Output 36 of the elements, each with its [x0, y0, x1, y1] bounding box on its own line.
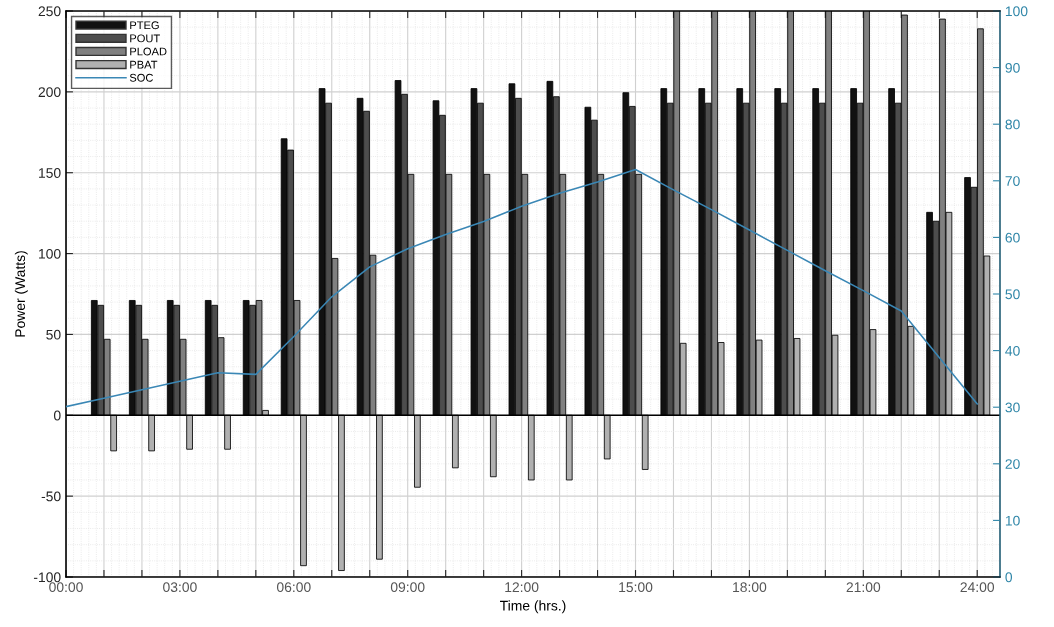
y-tick-label: 250: [38, 6, 61, 17]
x-tick-label: 00:00: [49, 582, 83, 593]
x-tick-label: 06:00: [276, 582, 311, 593]
legend-label: PTEG: [130, 21, 159, 30]
line-series: [66, 168, 978, 408]
y2-tick-label: 30: [1005, 402, 1020, 413]
y-tick-label: 150: [39, 168, 61, 178]
y2-tick-label: 100: [1005, 6, 1028, 17]
y2-tick-label: 40: [1005, 345, 1020, 356]
x-tick-label: 03:00: [163, 582, 197, 593]
legend-label: POUT: [130, 34, 160, 43]
x-tick-label: 09:00: [390, 582, 425, 593]
y2-tick-label: 50: [1005, 289, 1020, 300]
y2-tick-label: 10: [1005, 515, 1020, 526]
x-tick-label: 18:00: [733, 582, 767, 593]
y2-tick-label: 70: [1005, 176, 1020, 186]
legend-label: PBAT: [130, 60, 158, 69]
y2-tick-label: 0: [1005, 572, 1013, 583]
legend-label: PLOAD: [130, 47, 167, 56]
y-tick-label: 50: [46, 329, 61, 340]
y2-tick-label: 90: [1005, 62, 1020, 73]
y-tick-label: -100: [33, 572, 61, 583]
y-tick-label: 100: [39, 248, 61, 259]
x-axis-title: Time (hrs.): [500, 600, 566, 614]
y2-tick-label: 80: [1005, 119, 1020, 130]
y-tick-label: 200: [38, 87, 61, 98]
x-tick-label: 24:00: [960, 582, 995, 593]
y2-tick-label: 20: [1005, 459, 1020, 469]
y-tick-label: 0: [53, 410, 61, 421]
legend-label: SOC: [129, 73, 153, 82]
y-tick-label: -50: [41, 491, 61, 502]
x-tick-label: 12:00: [505, 582, 539, 593]
x-tick-label: 21:00: [846, 582, 881, 593]
y-axis-title: Power (Watts): [14, 251, 28, 337]
x-tick-label: 15:00: [619, 582, 653, 593]
y2-tick-label: 60: [1005, 232, 1020, 243]
